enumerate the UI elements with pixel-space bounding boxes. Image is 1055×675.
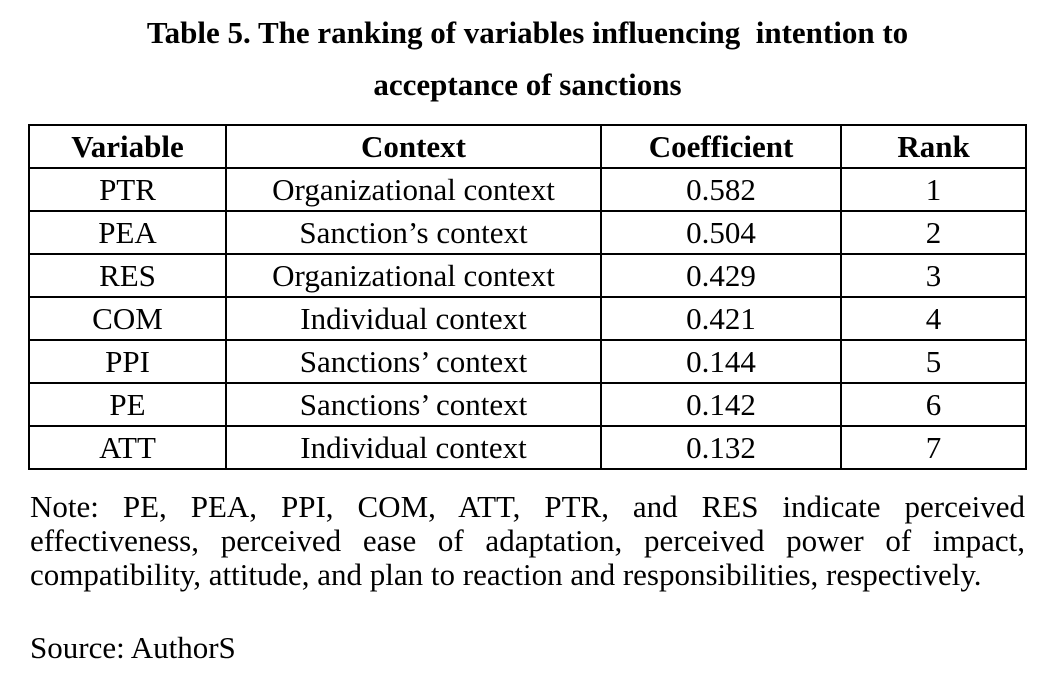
cell-rank: 6 [840,382,1027,427]
column-header-context: Context [225,124,602,169]
cell-rank: 5 [840,339,1027,384]
table-row: RES Organizational context 0.429 3 [28,253,1027,298]
source-line: Source: AuthorS [30,630,236,665]
cell-context: Sanctions’ context [225,339,602,384]
cell-variable: PEA [28,210,227,255]
cell-coefficient: 0.429 [600,253,842,298]
table-row: PE Sanctions’ context 0.142 6 [28,382,1027,427]
table-row: PTR Organizational context 0.582 1 [28,167,1027,212]
cell-context: Individual context [225,296,602,341]
cell-context: Sanctions’ context [225,382,602,427]
table-row: COM Individual context 0.421 4 [28,296,1027,341]
note-line: compatibility, attitude, and plan to rea… [30,557,982,592]
table-row: PEA Sanction’s context 0.504 2 [28,210,1027,255]
cell-variable: PPI [28,339,227,384]
column-header-coefficient: Coefficient [600,124,842,169]
cell-coefficient: 0.142 [600,382,842,427]
cell-rank: 1 [840,167,1027,212]
cell-coefficient: 0.132 [600,425,842,470]
cell-context: Organizational context [225,253,602,298]
cell-variable: PE [28,382,227,427]
column-header-rank: Rank [840,124,1027,169]
note-line: Note: PE, PEA, PPI, COM, ATT, PTR, and R… [30,489,1025,524]
cell-variable: PTR [28,167,227,212]
cell-context: Sanction’s context [225,210,602,255]
cell-variable: ATT [28,425,227,470]
cell-coefficient: 0.504 [600,210,842,255]
cell-coefficient: 0.421 [600,296,842,341]
cell-rank: 4 [840,296,1027,341]
table-row: ATT Individual context 0.132 7 [28,425,1027,470]
table-title-line2: acceptance of sanctions [373,67,682,102]
cell-variable: RES [28,253,227,298]
cell-rank: 2 [840,210,1027,255]
header-row: Variable Context Coefficient Rank [28,124,1027,169]
table-title-line1: Table 5. The ranking of variables influe… [146,15,909,50]
table-title: Table 5. The ranking of variables influe… [0,0,1055,111]
cell-rank: 3 [840,253,1027,298]
cell-coefficient: 0.144 [600,339,842,384]
cell-variable: COM [28,296,227,341]
cell-context: Individual context [225,425,602,470]
note-line: effectiveness, perceived ease of adaptat… [30,523,1025,558]
column-header-variable: Variable [28,124,227,169]
table-note: Note: PE, PEA, PPI, COM, ATT, PTR, and R… [30,490,1025,592]
ranking-table: Variable Context Coefficient Rank PTR Or… [28,124,1027,470]
cell-coefficient: 0.582 [600,167,842,212]
table-row: PPI Sanctions’ context 0.144 5 [28,339,1027,384]
cell-context: Organizational context [225,167,602,212]
cell-rank: 7 [840,425,1027,470]
